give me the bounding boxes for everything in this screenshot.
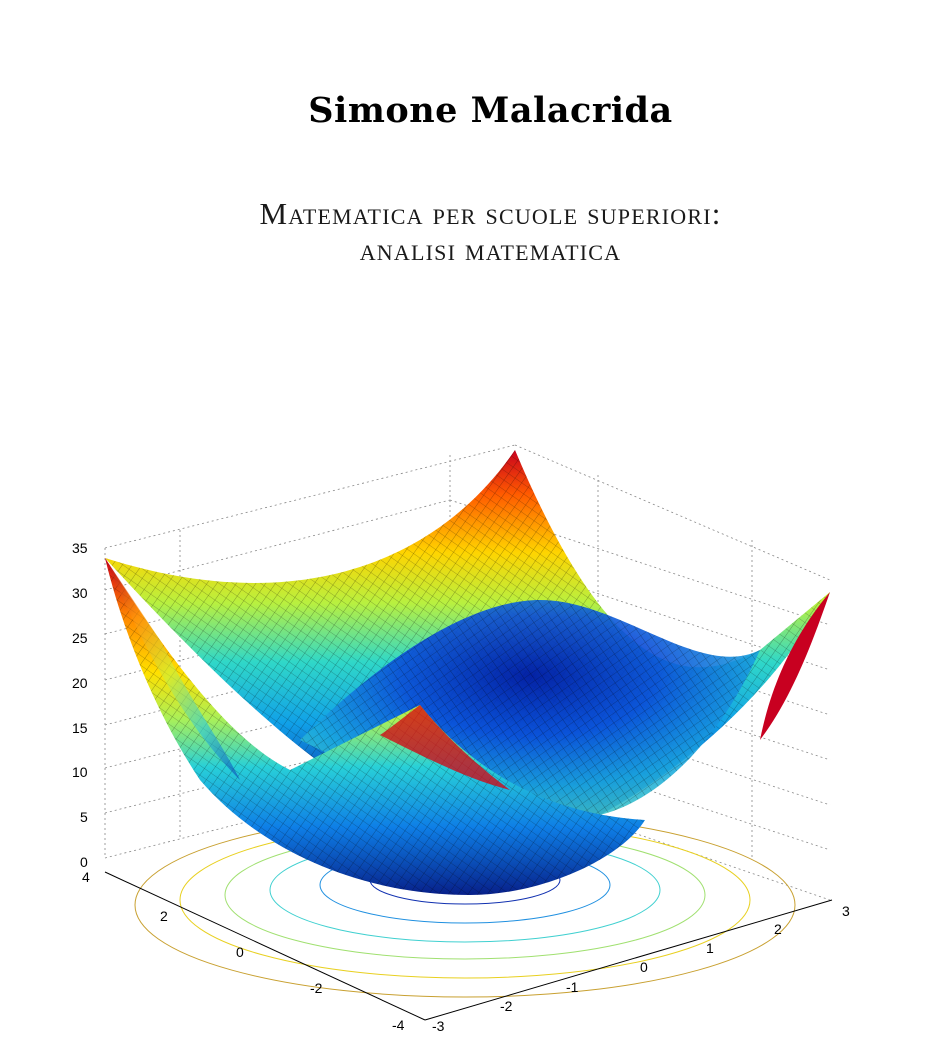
x-tick: 2 [774,921,782,937]
z-tick: 10 [72,764,88,780]
paraboloid-plot: 0 5 10 15 20 25 30 35 4 2 0 -2 -4 -3 -2 [72,444,850,1034]
y-tick: 4 [82,869,90,885]
title-line-1: Matematica per scuole superiori: [259,196,722,231]
x-tick: 1 [706,940,714,956]
z-tick: 35 [72,540,88,556]
floor-axes [104,871,833,1021]
cover-illustration: 0 5 10 15 20 25 30 35 4 2 0 -2 -4 -3 -2 [0,420,931,1047]
x-tick: -2 [500,998,513,1014]
book-title: Matematica per scuole superiori: analisi… [0,196,931,268]
x-tick: -1 [566,979,579,995]
z-tick: 15 [72,720,88,736]
z-axis-ticks: 0 5 10 15 20 25 30 35 [72,540,88,870]
y-tick: 2 [160,908,168,924]
front-peak [380,705,510,790]
y-tick: -2 [310,980,323,996]
y-axis-ticks: 4 2 0 -2 -4 [82,869,405,1033]
z-tick: 25 [72,630,88,646]
z-tick: 5 [80,809,88,825]
z-tick: 30 [72,585,88,601]
y-tick: -4 [392,1017,405,1033]
x-tick: 0 [640,959,648,975]
z-tick: 0 [80,854,88,870]
author-name: Simone Malacrida [308,90,673,131]
surface-front-mesh [105,558,645,895]
x-tick: -3 [432,1018,445,1034]
y-tick: 0 [236,944,244,960]
surface-left-shade [105,558,240,780]
title-line-2: analisi matematica [359,232,622,267]
z-tick: 20 [72,675,88,691]
x-tick: 3 [842,903,850,919]
x-axis-ticks: -3 -2 -1 0 1 2 3 [432,903,850,1034]
right-peak [760,592,830,740]
